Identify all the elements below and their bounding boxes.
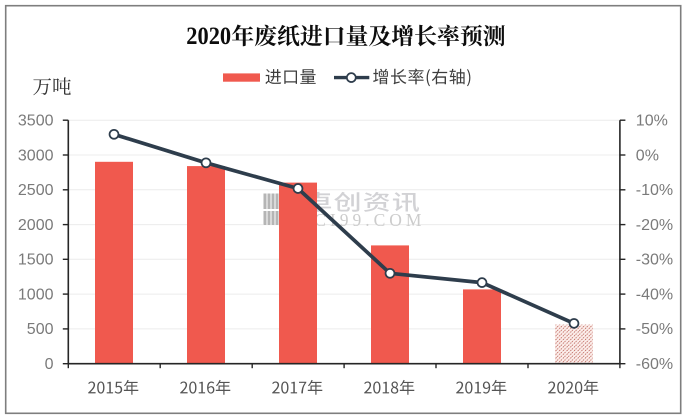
svg-text:1500: 1500 bbox=[18, 252, 54, 269]
svg-text:10%: 10% bbox=[636, 113, 668, 130]
svg-text:-30%: -30% bbox=[636, 252, 673, 269]
svg-text:2000: 2000 bbox=[18, 217, 54, 234]
svg-text:3500: 3500 bbox=[18, 113, 54, 130]
svg-text:0: 0 bbox=[45, 356, 54, 373]
svg-text:-40%: -40% bbox=[636, 286, 673, 303]
svg-text:2020: 2020 bbox=[186, 23, 231, 50]
svg-text:0%: 0% bbox=[636, 147, 659, 164]
svg-text:-10%: -10% bbox=[636, 182, 673, 199]
svg-text:-60%: -60% bbox=[636, 356, 673, 373]
svg-text:3000: 3000 bbox=[18, 147, 54, 164]
svg-text:2500: 2500 bbox=[18, 182, 54, 199]
svg-text:500: 500 bbox=[27, 321, 54, 338]
svg-text:1000: 1000 bbox=[18, 286, 54, 303]
svg-text:SCI99.COM: SCI99.COM bbox=[301, 210, 426, 230]
svg-text:-50%: -50% bbox=[636, 321, 673, 338]
svg-text:-20%: -20% bbox=[636, 217, 673, 234]
